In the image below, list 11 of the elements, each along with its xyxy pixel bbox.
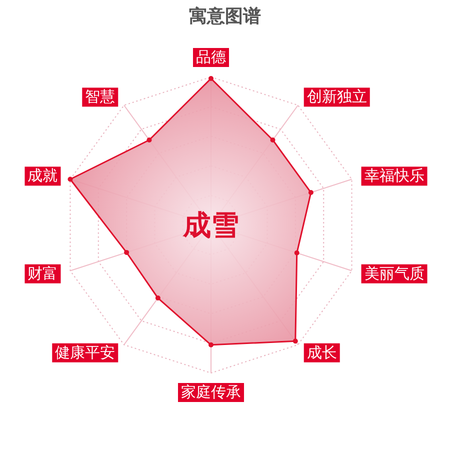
spoke-label: 成长: [306, 344, 337, 362]
spoke-label: 美丽气质: [364, 265, 424, 282]
spoke-label: 幸福快乐: [364, 168, 424, 185]
spoke-label: 智慧: [85, 88, 116, 106]
spoke-label: 品德: [196, 49, 226, 66]
spoke-label: 健康平安: [55, 344, 116, 362]
spoke-label: 创新独立: [306, 88, 367, 106]
spoke-label: 家庭传承: [181, 384, 241, 401]
spoke-label: 财富: [28, 265, 58, 282]
spoke-label: 成就: [28, 168, 58, 185]
title: 寓意图谱: [189, 6, 261, 26]
